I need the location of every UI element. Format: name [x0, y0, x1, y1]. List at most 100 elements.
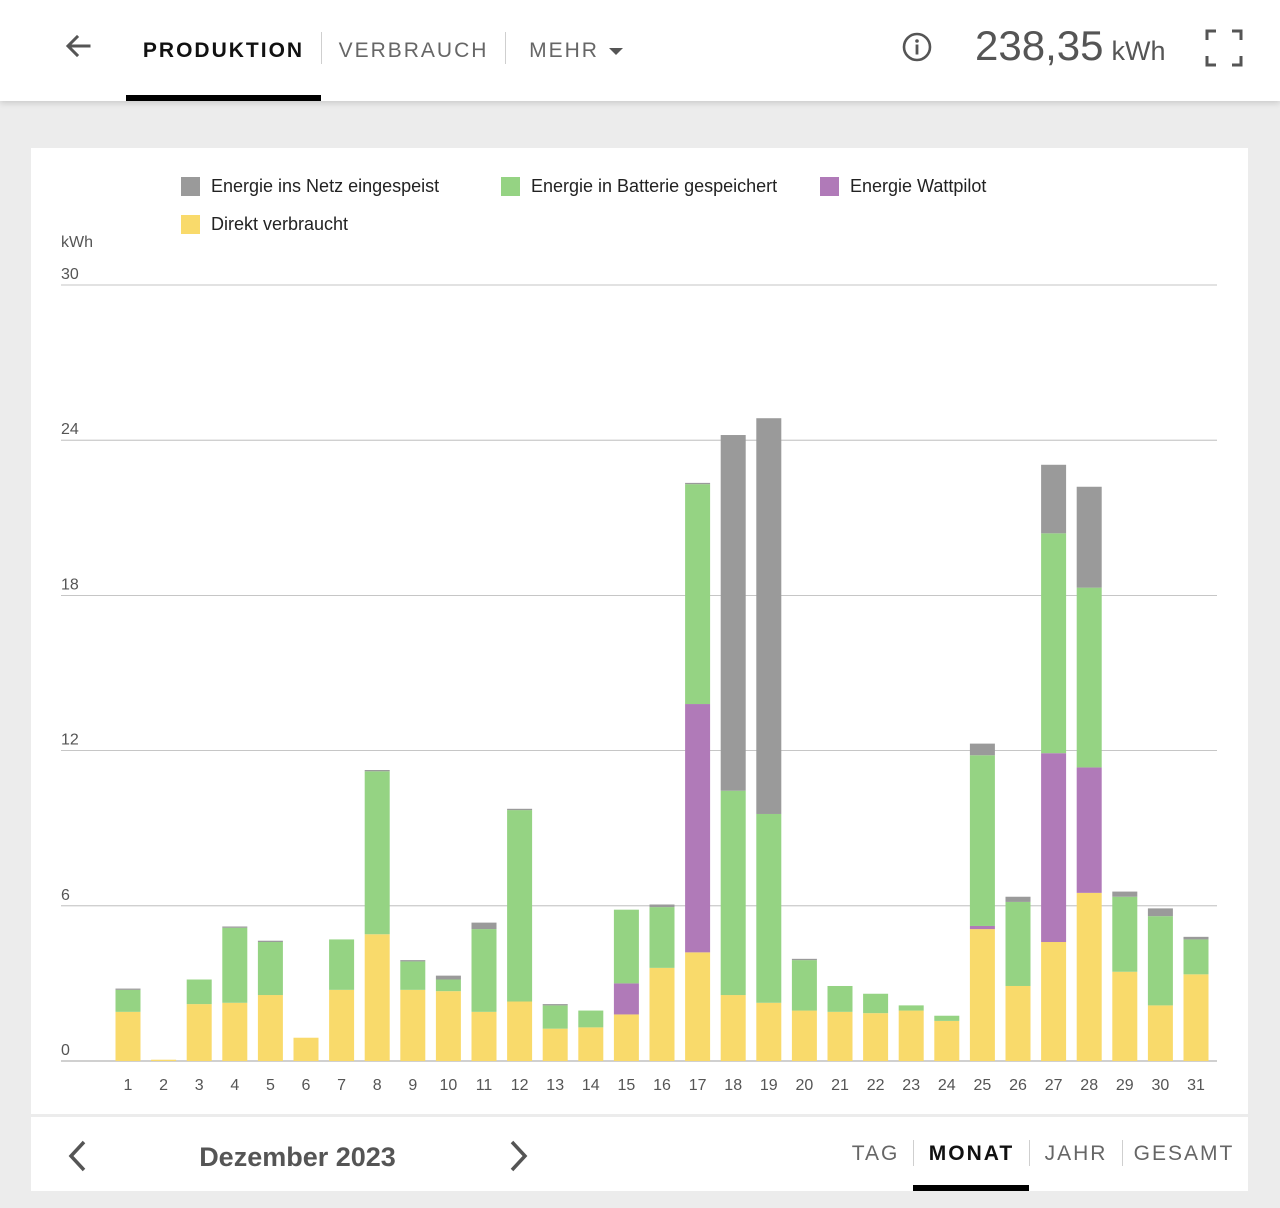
- bar-segment: [791, 960, 817, 1011]
- bar-segment: [364, 771, 390, 935]
- bar-segment: [329, 989, 355, 1061]
- bar-segment: [756, 1002, 782, 1061]
- x-tick-label: 21: [831, 1077, 849, 1094]
- x-tick-label: 4: [230, 1077, 239, 1094]
- chevron-down-icon: [608, 48, 623, 55]
- fullscreen-button[interactable]: [1204, 28, 1244, 68]
- bar-segment: [1183, 939, 1209, 975]
- chevron-right-icon: [510, 1140, 528, 1172]
- bar-segment: [400, 961, 426, 990]
- bar-segment: [542, 1004, 568, 1006]
- bar-segment: [685, 482, 711, 485]
- bar-segment: [115, 989, 141, 1012]
- bar-segment: [827, 1011, 853, 1061]
- x-tick-label: 25: [974, 1077, 992, 1094]
- bar-segment: [471, 1011, 497, 1061]
- legend-item-batterie[interactable]: Energie in Batterie gespeichert: [501, 176, 777, 197]
- period-tab-jahr[interactable]: JAHR: [1030, 1134, 1122, 1174]
- bar-segment: [1041, 464, 1067, 534]
- card-divider: [31, 1114, 1248, 1117]
- bar-segment: [934, 1020, 960, 1061]
- bar-stack-day-11: [471, 922, 497, 1061]
- bar-segment: [257, 942, 283, 996]
- bar-stack-day-12: [507, 808, 533, 1061]
- y-tick-label: 24: [61, 421, 79, 438]
- info-icon: [902, 32, 932, 62]
- bar-stack-day-2: [151, 1059, 177, 1061]
- top-bar: PRODUKTION VERBRAUCH MEHR 238,35 kWh: [0, 0, 1280, 101]
- back-button[interactable]: [58, 26, 98, 66]
- bar-stack-day-4: [222, 926, 248, 1061]
- tab-mehr-label: MEHR: [529, 38, 599, 62]
- bar-segment: [471, 929, 497, 1012]
- bar-segment: [1005, 985, 1031, 1061]
- tab-separator: [321, 32, 322, 64]
- period-tab-monat[interactable]: MONAT: [914, 1134, 1029, 1174]
- bar-segment: [578, 1027, 604, 1061]
- bar-segment: [969, 755, 995, 926]
- bar-stack-day-28: [1076, 486, 1102, 1061]
- x-tick-label: 12: [511, 1077, 529, 1094]
- x-tick-label: 10: [440, 1077, 458, 1094]
- bar-stack-day-31: [1183, 936, 1209, 1061]
- bar-segment: [1041, 533, 1067, 754]
- bar-segment: [613, 1014, 639, 1061]
- bar-stack-day-21: [827, 985, 853, 1061]
- bar-segment: [685, 484, 711, 705]
- bar-segment: [649, 904, 675, 908]
- bar-segment: [542, 1028, 568, 1061]
- x-tick-label: 15: [618, 1077, 636, 1094]
- bar-segment: [613, 983, 639, 1015]
- total-unit: kWh: [1111, 36, 1166, 66]
- period-separator: [1122, 1140, 1123, 1166]
- bar-stack-day-29: [1112, 891, 1138, 1061]
- bar-stack-day-30: [1147, 908, 1173, 1061]
- bar-stack-day-22: [863, 993, 889, 1061]
- bar-stack-day-1: [115, 988, 141, 1061]
- period-tab-label: JAHR: [1044, 1142, 1108, 1165]
- bar-segment: [1005, 901, 1031, 986]
- legend-item-netz[interactable]: Energie ins Netz eingespeist: [181, 176, 439, 197]
- bar-segment: [1112, 971, 1138, 1061]
- x-tick-label: 14: [582, 1077, 600, 1094]
- bar-segment: [1183, 936, 1209, 940]
- bar-segment: [1076, 587, 1102, 768]
- bar-segment: [1112, 891, 1138, 897]
- previous-period-button[interactable]: [60, 1136, 96, 1176]
- next-period-button[interactable]: [500, 1136, 536, 1176]
- bar-stack-day-24: [934, 1015, 960, 1061]
- legend-label: Energie Wattpilot: [850, 176, 987, 196]
- tab-mehr[interactable]: MEHR: [506, 0, 646, 101]
- x-tick-label: 2: [159, 1077, 168, 1094]
- legend-swatch: [181, 215, 200, 234]
- info-button[interactable]: [900, 30, 934, 64]
- tab-verbrauch[interactable]: VERBRAUCH: [322, 0, 505, 101]
- legend-item-wattpilot[interactable]: Energie Wattpilot: [820, 176, 986, 197]
- bar-stack-day-17: [685, 482, 711, 1061]
- bar-segment: [791, 1010, 817, 1061]
- total-value: 238,35: [975, 22, 1104, 69]
- bar-segment: [1041, 753, 1067, 943]
- bar-stack-day-6: [293, 1037, 319, 1061]
- bar-segment: [435, 991, 461, 1061]
- bar-segment: [222, 1002, 248, 1061]
- bar-stack-day-23: [898, 1005, 924, 1061]
- bar-stack-day-13: [542, 1004, 568, 1061]
- legend-swatch: [820, 177, 839, 196]
- bar-segment: [578, 1010, 604, 1028]
- x-tick-label: 5: [266, 1077, 275, 1094]
- bar-stack-day-19: [756, 418, 782, 1061]
- bar-segment: [685, 704, 711, 953]
- bar-segment: [257, 995, 283, 1061]
- tab-produktion[interactable]: PRODUKTION: [126, 0, 321, 101]
- bar-segment: [649, 967, 675, 1061]
- legend-label: Direkt verbraucht: [211, 214, 349, 234]
- legend-item-direkt[interactable]: Direkt verbraucht: [181, 214, 348, 235]
- period-tab-tag[interactable]: TAG: [838, 1134, 913, 1174]
- bar-segment: [1112, 896, 1138, 972]
- period-separator: [1029, 1140, 1030, 1166]
- period-tab-gesamt[interactable]: GESAMT: [1123, 1134, 1245, 1174]
- bar-segment: [969, 925, 995, 930]
- bar-segment: [720, 435, 746, 791]
